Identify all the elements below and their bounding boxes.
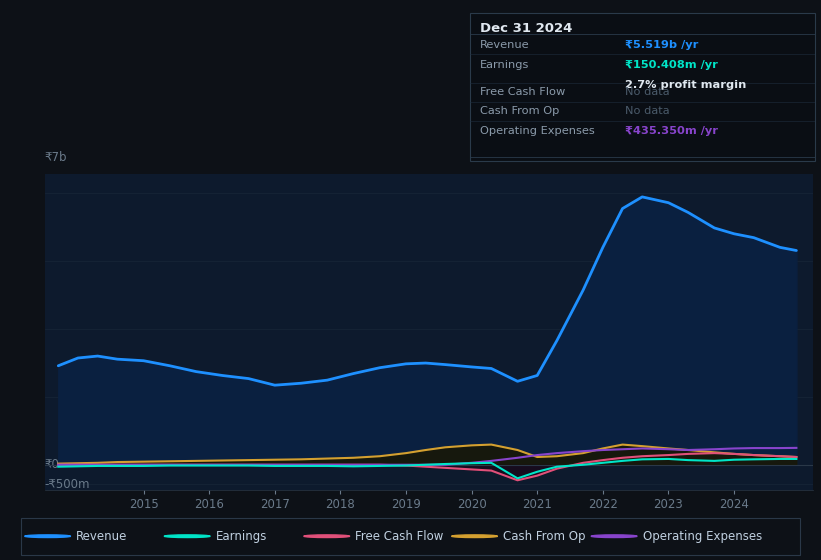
Text: Cash From Op: Cash From Op: [480, 106, 559, 116]
Text: Earnings: Earnings: [480, 60, 530, 71]
Text: No data: No data: [625, 87, 670, 97]
Circle shape: [164, 535, 210, 538]
Circle shape: [25, 535, 71, 538]
Circle shape: [452, 535, 498, 538]
Text: 2.7% profit margin: 2.7% profit margin: [625, 81, 746, 90]
Text: ₹5.519b /yr: ₹5.519b /yr: [625, 40, 699, 50]
Text: Earnings: Earnings: [216, 530, 268, 543]
Text: Operating Expenses: Operating Expenses: [643, 530, 762, 543]
Text: ₹435.350m /yr: ₹435.350m /yr: [625, 125, 718, 136]
Text: Cash From Op: Cash From Op: [503, 530, 585, 543]
Text: Operating Expenses: Operating Expenses: [480, 125, 594, 136]
Circle shape: [591, 535, 637, 538]
Text: Revenue: Revenue: [76, 530, 128, 543]
Text: ₹150.408m /yr: ₹150.408m /yr: [625, 60, 718, 71]
Circle shape: [304, 535, 350, 538]
Text: -₹500m: -₹500m: [44, 478, 89, 491]
Bar: [21, 518, 800, 556]
Text: Dec 31 2024: Dec 31 2024: [480, 22, 572, 35]
Text: ₹7b: ₹7b: [44, 151, 67, 164]
Text: Free Cash Flow: Free Cash Flow: [355, 530, 444, 543]
Text: No data: No data: [625, 106, 670, 116]
Text: Revenue: Revenue: [480, 40, 530, 50]
Text: ₹0: ₹0: [44, 458, 59, 472]
Text: Free Cash Flow: Free Cash Flow: [480, 87, 565, 97]
